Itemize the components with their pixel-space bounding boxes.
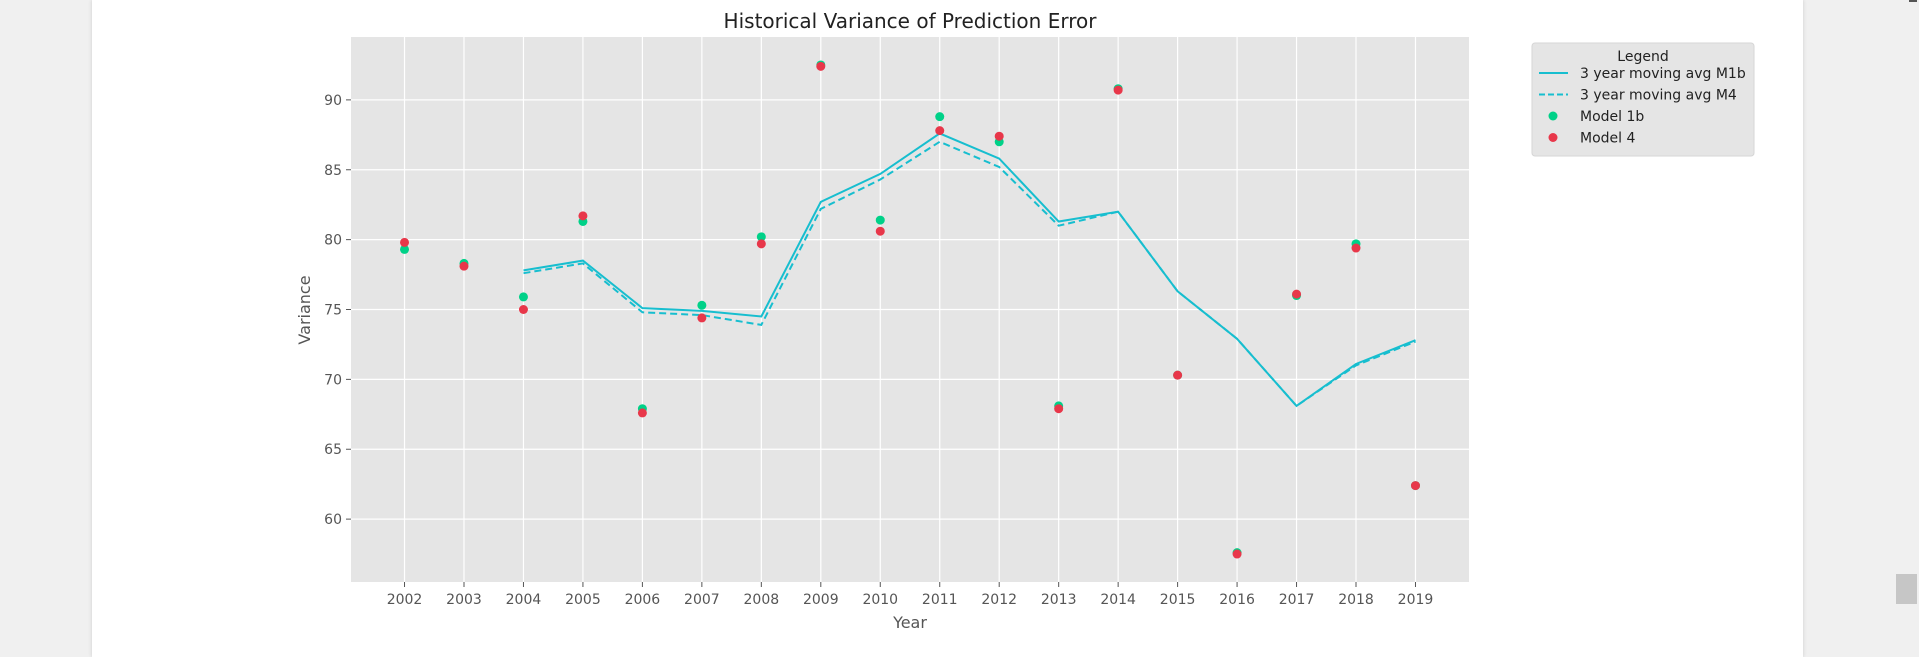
chart-title: Historical Variance of Prediction Error (724, 9, 1098, 33)
x-tick-label: 2007 (684, 592, 720, 608)
series-points (400, 60, 1420, 559)
y-tick-label: 60 (324, 512, 342, 528)
x-axis-ticks: 2002 2003 2004 2005 2006 2007 2008 2009 2010 2011… (387, 582, 1434, 608)
data-point-series-3 (400, 244, 410, 254)
y-tick-label: 85 (324, 163, 342, 179)
legend-entries: 3 year moving avg M1b 3 year moving avg M… (1539, 66, 1746, 147)
series-lines (523, 132, 1416, 408)
x-tick-label: 2012 (981, 592, 1017, 608)
data-point-series-4 (518, 305, 528, 314)
y-tick-label: 65 (324, 442, 342, 458)
x-tick-label: 2017 (1279, 592, 1315, 608)
legend-label: Model 4 (1580, 131, 1635, 147)
y-axis-label: Variance (295, 275, 314, 344)
x-tick-label: 2006 (625, 592, 661, 608)
y-tick-label: 90 (324, 93, 342, 109)
legend-point-marker (1548, 111, 1558, 121)
legend-label: 3 year moving avg M1b (1580, 66, 1746, 82)
vertical-scrollbar[interactable] (1894, 0, 1919, 657)
data-point-series-3 (935, 112, 945, 122)
x-tick-label: 2010 (862, 592, 898, 608)
legend-title: Legend (1617, 49, 1668, 65)
data-point-series-4 (1054, 404, 1064, 414)
data-point-series-3 (518, 292, 528, 302)
x-tick-label: 2008 (744, 592, 780, 608)
data-point-series-3 (697, 300, 707, 310)
y-tick-label: 80 (324, 233, 342, 249)
data-point-series-4 (1173, 370, 1183, 380)
x-tick-label: 2011 (922, 592, 958, 608)
data-point-series-4 (1232, 549, 1242, 559)
x-tick-label: 2009 (803, 592, 839, 608)
x-axis-label: Year (892, 613, 927, 632)
x-tick-label: 2013 (1041, 592, 1077, 608)
x-tick-label: 2015 (1160, 592, 1196, 608)
data-point-series-3 (756, 232, 766, 242)
x-tick-label: 2016 (1219, 592, 1255, 608)
x-tick-label: 2014 (1100, 592, 1136, 608)
series-line-1 (523, 132, 1416, 408)
data-point-series-4 (697, 313, 707, 323)
legend-label: Model 1b (1580, 109, 1644, 125)
x-tick-label: 2003 (446, 592, 482, 608)
data-point-series-4 (459, 261, 469, 271)
data-point-series-4 (816, 61, 826, 71)
legend-box (1531, 42, 1755, 157)
data-point-series-4 (578, 211, 588, 221)
scrollbar-thumb[interactable] (1896, 574, 1917, 604)
y-axis-ticks: 60 65 70 75 80 85 90 (324, 93, 351, 528)
corner-indicator (1909, 0, 1917, 2)
legend-point-marker (1548, 133, 1558, 142)
data-point-series-4 (1113, 85, 1123, 95)
x-tick-label: 2005 (565, 592, 601, 608)
series-line-2 (523, 140, 1416, 408)
data-point-series-4 (1410, 481, 1420, 491)
data-point-series-4 (935, 126, 945, 136)
x-tick-label: 2002 (387, 592, 423, 608)
x-tick-label: 2018 (1338, 592, 1374, 608)
x-tick-label: 2019 (1398, 592, 1434, 608)
grid-lines (351, 37, 1469, 582)
data-point-series-4 (756, 239, 766, 249)
data-point-series-4 (1292, 289, 1302, 299)
data-point-series-4 (875, 226, 885, 236)
legend-label: 3 year moving avg M4 (1580, 88, 1737, 104)
data-point-series-3 (875, 215, 885, 225)
y-tick-label: 70 (324, 372, 342, 388)
data-point-series-4 (400, 237, 410, 247)
data-point-series-4 (1351, 243, 1361, 253)
data-point-series-4 (994, 131, 1004, 141)
x-tick-label: 2004 (506, 592, 542, 608)
data-point-series-4 (637, 408, 647, 418)
y-tick-label: 75 (324, 303, 342, 319)
